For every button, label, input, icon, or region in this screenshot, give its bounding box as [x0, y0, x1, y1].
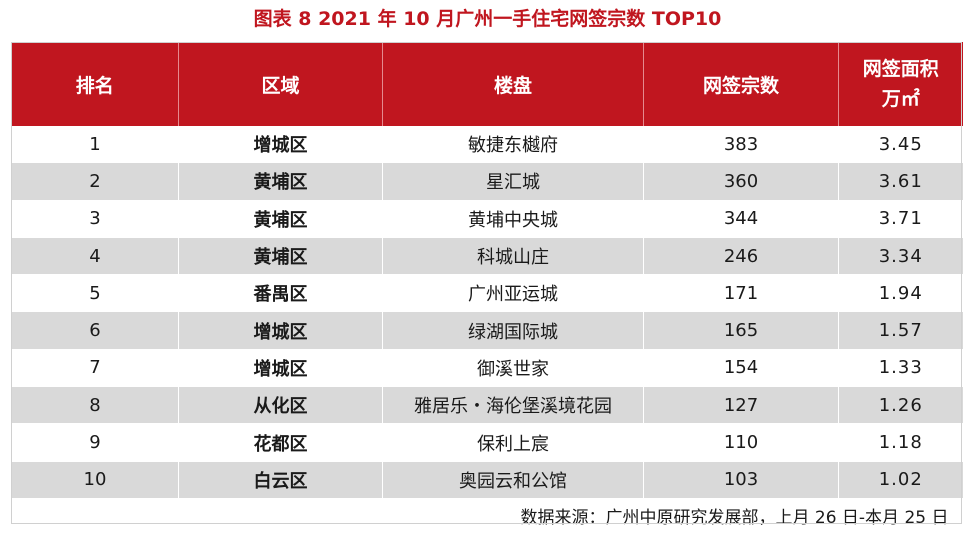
district-cell: 增城区 [178, 349, 383, 388]
rank-cell: 1 [11, 126, 179, 164]
count-cell: 110 [643, 423, 839, 462]
header-area-unit: 万㎡ [881, 88, 920, 110]
project-cell: 广州亚运城 [382, 274, 644, 313]
count-cell: 360 [643, 162, 839, 201]
table-row: 3 黄埔区 黄埔中央城 344 3.71 [11, 200, 963, 238]
project-cell: 奥园云和公馆 [382, 461, 644, 499]
project-cell: 绿湖国际城 [382, 311, 644, 350]
area-cell: 1.33 [838, 349, 963, 388]
count-cell: 165 [643, 311, 839, 350]
count-cell: 344 [643, 200, 839, 238]
area-cell: 1.94 [838, 274, 963, 313]
count-cell: 171 [643, 274, 839, 313]
area-cell: 3.45 [838, 126, 963, 164]
table-row: 9 花都区 保利上宸 110 1.18 [11, 423, 963, 462]
count-cell: 127 [643, 386, 839, 425]
table-row: 7 增城区 御溪世家 154 1.33 [11, 349, 963, 388]
header-rank: 排名 [11, 42, 179, 126]
area-cell: 3.34 [838, 237, 963, 276]
header-area: 网签面积 万㎡ [838, 42, 963, 126]
area-cell: 1.18 [838, 423, 963, 462]
table-row: 5 番禺区 广州亚运城 171 1.94 [11, 274, 963, 313]
source-row: 数据来源：广州中原研究发展部，上月 26 日-本月 25 日 [11, 497, 963, 533]
area-cell: 3.61 [838, 162, 963, 201]
table-row: 1 增城区 敏捷东樾府 383 3.45 [11, 126, 963, 164]
district-cell: 黄埔区 [178, 237, 383, 276]
district-cell: 花都区 [178, 423, 383, 462]
header-district: 区域 [178, 42, 383, 126]
district-cell: 黄埔区 [178, 200, 383, 238]
project-cell: 保利上宸 [382, 423, 644, 462]
rank-cell: 8 [11, 386, 179, 425]
header-area-label: 网签面积 [862, 58, 939, 80]
rank-cell: 5 [11, 274, 179, 313]
rank-cell: 4 [11, 237, 179, 276]
district-cell: 白云区 [178, 461, 383, 499]
source-note: 数据来源：广州中原研究发展部，上月 26 日-本月 25 日 [11, 497, 963, 533]
table-row: 4 黄埔区 科城山庄 246 3.34 [11, 237, 963, 276]
table-row: 8 从化区 雅居乐・海伦堡溪境花园 127 1.26 [11, 386, 963, 425]
figure-title: 图表 8 2021 年 10 月广州一手住宅网签宗数 TOP10 [253, 8, 722, 30]
project-cell: 御溪世家 [382, 349, 644, 388]
area-cell: 1.26 [838, 386, 963, 425]
table-row: 6 增城区 绿湖国际城 165 1.57 [11, 311, 963, 350]
rank-cell: 2 [11, 162, 179, 201]
project-cell: 星汇城 [382, 162, 644, 201]
project-cell: 敏捷东樾府 [382, 126, 644, 164]
rank-cell: 9 [11, 423, 179, 462]
header-project: 楼盘 [382, 42, 644, 126]
count-cell: 154 [643, 349, 839, 388]
count-cell: 246 [643, 237, 839, 276]
district-cell: 番禺区 [178, 274, 383, 313]
top10-table: 排名 区域 楼盘 网签宗数 网签面积 万㎡ 1 增城区 敏捷东樾府 383 3.… [11, 42, 963, 533]
rank-cell: 10 [11, 461, 179, 499]
rank-cell: 6 [11, 311, 179, 350]
rank-cell: 3 [11, 200, 179, 238]
table-row: 10 白云区 奥园云和公馆 103 1.02 [11, 461, 963, 499]
area-cell: 1.02 [838, 461, 963, 499]
project-cell: 黄埔中央城 [382, 200, 644, 238]
header-row: 排名 区域 楼盘 网签宗数 网签面积 万㎡ [11, 42, 963, 126]
header-count: 网签宗数 [643, 42, 839, 126]
count-cell: 103 [643, 461, 839, 499]
area-cell: 3.71 [838, 200, 963, 238]
area-cell: 1.57 [838, 311, 963, 350]
district-cell: 黄埔区 [178, 162, 383, 201]
table-row: 2 黄埔区 星汇城 360 3.61 [11, 162, 963, 201]
count-cell: 383 [643, 126, 839, 164]
project-cell: 科城山庄 [382, 237, 644, 276]
district-cell: 增城区 [178, 311, 383, 350]
district-cell: 增城区 [178, 126, 383, 164]
project-cell: 雅居乐・海伦堡溪境花园 [382, 386, 644, 425]
rank-cell: 7 [11, 349, 179, 388]
district-cell: 从化区 [178, 386, 383, 425]
